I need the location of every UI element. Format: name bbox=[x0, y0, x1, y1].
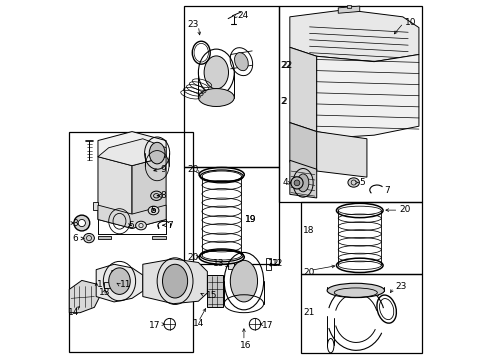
Text: 10: 10 bbox=[405, 18, 416, 27]
Polygon shape bbox=[290, 10, 419, 62]
Circle shape bbox=[294, 180, 300, 186]
Ellipse shape bbox=[204, 56, 228, 89]
Polygon shape bbox=[96, 264, 143, 302]
Bar bbox=[279, 6, 422, 202]
Polygon shape bbox=[347, 5, 351, 8]
Bar bbox=[300, 202, 422, 274]
Text: 17: 17 bbox=[262, 321, 274, 330]
Polygon shape bbox=[93, 202, 98, 211]
Text: 14: 14 bbox=[68, 308, 79, 317]
Polygon shape bbox=[290, 123, 317, 171]
Text: 20: 20 bbox=[399, 205, 411, 214]
Circle shape bbox=[78, 220, 85, 226]
Text: 14: 14 bbox=[193, 319, 204, 328]
Text: 24: 24 bbox=[237, 11, 248, 20]
Text: 9: 9 bbox=[161, 165, 167, 174]
Text: 1: 1 bbox=[97, 280, 103, 289]
Text: 5: 5 bbox=[128, 221, 134, 230]
Text: 22: 22 bbox=[281, 61, 292, 70]
Polygon shape bbox=[290, 47, 317, 132]
Text: 2: 2 bbox=[281, 96, 287, 105]
Text: 13: 13 bbox=[213, 259, 224, 268]
Text: 15: 15 bbox=[205, 291, 217, 300]
Text: 2: 2 bbox=[280, 96, 286, 105]
Polygon shape bbox=[104, 282, 111, 288]
Polygon shape bbox=[98, 157, 132, 228]
Ellipse shape bbox=[148, 206, 159, 215]
Polygon shape bbox=[207, 275, 223, 307]
Polygon shape bbox=[317, 132, 367, 177]
Text: 16: 16 bbox=[240, 341, 252, 350]
Ellipse shape bbox=[149, 142, 165, 164]
Bar bbox=[69, 132, 193, 352]
Ellipse shape bbox=[198, 89, 234, 107]
Bar bbox=[184, 167, 279, 264]
Text: 3: 3 bbox=[72, 219, 78, 228]
Ellipse shape bbox=[327, 283, 385, 298]
Polygon shape bbox=[69, 280, 100, 313]
Text: 5: 5 bbox=[359, 178, 365, 187]
Text: 12: 12 bbox=[272, 259, 283, 268]
Polygon shape bbox=[228, 263, 234, 269]
Ellipse shape bbox=[235, 53, 248, 71]
Polygon shape bbox=[143, 259, 207, 304]
Text: 12: 12 bbox=[269, 259, 280, 268]
Ellipse shape bbox=[297, 174, 309, 192]
Ellipse shape bbox=[230, 260, 258, 302]
Polygon shape bbox=[98, 235, 111, 239]
Text: 17: 17 bbox=[149, 321, 161, 330]
Polygon shape bbox=[98, 205, 166, 228]
Text: 20: 20 bbox=[303, 268, 315, 277]
Text: 19: 19 bbox=[245, 215, 256, 224]
Text: 18: 18 bbox=[303, 226, 315, 235]
Ellipse shape bbox=[84, 233, 95, 243]
Text: 23: 23 bbox=[395, 282, 406, 291]
Polygon shape bbox=[132, 157, 166, 228]
Text: 19: 19 bbox=[245, 215, 256, 224]
Ellipse shape bbox=[109, 268, 130, 294]
Ellipse shape bbox=[348, 178, 359, 187]
Polygon shape bbox=[338, 6, 360, 13]
Text: 11: 11 bbox=[120, 280, 131, 289]
Polygon shape bbox=[152, 235, 166, 239]
Ellipse shape bbox=[291, 177, 303, 189]
Bar bbox=[184, 6, 279, 167]
Polygon shape bbox=[317, 54, 419, 137]
Text: 21: 21 bbox=[303, 308, 315, 317]
Polygon shape bbox=[290, 160, 317, 198]
Bar bbox=[300, 274, 422, 353]
Text: 5: 5 bbox=[151, 206, 156, 215]
Text: 8: 8 bbox=[161, 191, 167, 200]
Ellipse shape bbox=[74, 215, 90, 231]
Polygon shape bbox=[98, 132, 166, 166]
Text: 7: 7 bbox=[384, 185, 390, 194]
Text: 20: 20 bbox=[188, 166, 199, 175]
Ellipse shape bbox=[136, 221, 147, 230]
Text: 13: 13 bbox=[98, 288, 110, 297]
Text: 6: 6 bbox=[73, 234, 78, 243]
Text: 7: 7 bbox=[167, 221, 172, 230]
Ellipse shape bbox=[163, 264, 188, 298]
Text: 23: 23 bbox=[188, 19, 199, 28]
Text: 20: 20 bbox=[187, 253, 198, 262]
Polygon shape bbox=[98, 139, 166, 166]
Text: 22: 22 bbox=[280, 61, 292, 70]
Text: 4: 4 bbox=[283, 178, 288, 187]
